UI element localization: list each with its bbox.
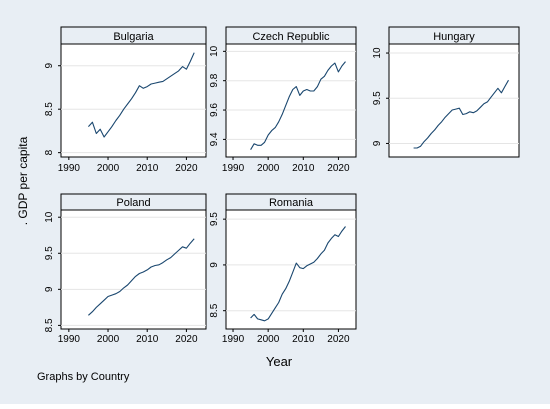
y-axis-label: . GDP per capita <box>16 136 30 225</box>
series-line-czech-republic <box>250 61 346 150</box>
y-tick-label-bulgaria: 8.5 <box>44 102 55 116</box>
panel-title-bulgaria: Bulgaria <box>113 31 154 43</box>
y-tick-label-hungary: 9 <box>372 140 383 146</box>
x-tick-label-poland: 2000 <box>97 334 120 345</box>
by-note: Graphs by Country <box>37 371 130 383</box>
panel-poland: Poland 8.5 9 9.5 10 1990 2000 2010 2020 <box>44 193 207 345</box>
x-axis-label: Year <box>266 354 293 369</box>
y-tick-label-poland: 9.5 <box>44 246 55 260</box>
y-tick-label-romania: 9.5 <box>209 212 220 226</box>
series-line-hungary <box>413 79 509 149</box>
x-tick-label-bulgaria: 1990 <box>58 163 81 174</box>
series-line-bulgaria <box>87 52 195 138</box>
x-tick-label-romania: 2020 <box>327 334 350 345</box>
y-tick-label-poland: 9 <box>44 286 55 292</box>
y-tick-label-romania: 8.5 <box>209 303 220 317</box>
x-tick-label-bulgaria: 2010 <box>136 163 159 174</box>
x-tick-label-romania: 2000 <box>257 334 280 345</box>
x-tick-label-bulgaria: 2000 <box>97 163 120 174</box>
y-tick-label-czech-republic: 9.8 <box>209 73 220 87</box>
x-tick-label-bulgaria: 2020 <box>175 163 198 174</box>
y-tick-label-czech-republic: 9.6 <box>209 103 220 117</box>
panel-title-hungary: Hungary <box>433 31 475 43</box>
x-tick-label-czech-republic: 1990 <box>222 163 245 174</box>
x-tick-label-poland: 2020 <box>175 334 198 345</box>
plot-area-romania <box>225 209 357 330</box>
plot-area-czech-republic <box>225 43 357 158</box>
panel-bulgaria: Bulgaria 8 8.5 9 1990 2000 2010 2020 <box>44 26 207 174</box>
panel-title-czech-republic: Czech Republic <box>252 31 330 43</box>
panel-title-poland: Poland <box>116 197 150 209</box>
y-tick-label-hungary: 9.5 <box>372 91 383 105</box>
x-tick-label-poland: 1990 <box>58 334 81 345</box>
plot-area-bulgaria <box>60 43 207 158</box>
y-tick-label-bulgaria: 8 <box>44 149 55 155</box>
plot-area-poland <box>60 209 207 330</box>
panel-czech-republic: Czech Republic 9.4 9.6 9.8 10 1990 2000 2010 202… <box>209 26 357 174</box>
x-tick-label-poland: 2010 <box>136 334 159 345</box>
y-tick-label-hungary: 10 <box>372 47 383 59</box>
y-tick-label-romania: 9 <box>209 262 220 268</box>
x-tick-label-romania: 1990 <box>222 334 245 345</box>
x-tick-label-czech-republic: 2010 <box>292 163 315 174</box>
y-tick-label-czech-republic: 9.4 <box>209 132 220 146</box>
y-tick-label-bulgaria: 9 <box>44 63 55 69</box>
y-tick-label-poland: 8.5 <box>44 318 55 332</box>
x-tick-label-romania: 2010 <box>292 334 315 345</box>
plot-area-hungary <box>388 43 520 158</box>
panel-title-romania: Romania <box>269 197 314 209</box>
y-tick-label-poland: 10 <box>44 211 55 223</box>
x-tick-label-czech-republic: 2000 <box>257 163 280 174</box>
series-line-poland <box>88 238 195 316</box>
x-tick-label-czech-republic: 2020 <box>327 163 350 174</box>
y-tick-label-czech-republic: 10 <box>209 45 220 57</box>
panel-hungary: Hungary 9 9.5 10 <box>372 26 520 158</box>
series-line-romania <box>250 226 346 322</box>
panel-romania: Romania 8.5 9 9.5 1990 2000 2010 2020 <box>209 193 357 345</box>
